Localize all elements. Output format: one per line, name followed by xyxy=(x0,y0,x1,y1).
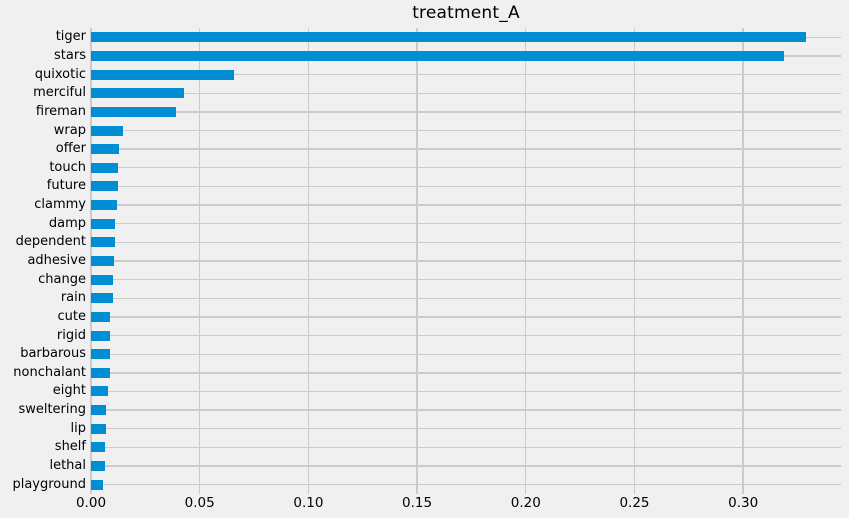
y-tick-label-future: future xyxy=(46,178,86,194)
bar-stars xyxy=(91,50,785,61)
bar-dependent xyxy=(91,237,115,248)
y-gridline xyxy=(91,465,841,467)
bar-change xyxy=(91,274,114,285)
y-gridline xyxy=(91,241,841,244)
y-tick-label-eight: eight xyxy=(52,383,86,399)
y-gridline xyxy=(91,185,841,188)
x-tick-label-0.00: 0.00 xyxy=(75,495,107,511)
y-gridline xyxy=(91,446,841,449)
bar-lip xyxy=(91,423,107,434)
y-gridline xyxy=(91,409,841,411)
x-axis-tick-labels: 0.00 0.05 0.10 0.15 0.20 0.25 0.30 xyxy=(76,495,841,513)
y-tick-label-wrap: wrap xyxy=(53,122,86,138)
x-tick-label-0.25: 0.25 xyxy=(619,495,650,511)
x-tick-label-0.15: 0.15 xyxy=(402,495,433,511)
y-tick-label-dependent: dependent xyxy=(15,234,86,250)
bar-damp xyxy=(91,218,116,229)
y-tick-label-rain: rain xyxy=(60,290,86,306)
y-tick-label-adhesive: adhesive xyxy=(27,253,86,268)
x-tick-label-0.30: 0.30 xyxy=(728,495,759,511)
y-gridline xyxy=(91,428,841,430)
bar-shelf xyxy=(91,442,106,453)
y-gridline xyxy=(91,204,841,206)
y-tick-label-cute: cute xyxy=(57,308,86,324)
bar-merciful xyxy=(91,88,185,99)
y-tick-label-change: change xyxy=(38,271,86,287)
y-gridline xyxy=(91,260,841,262)
y-gridline xyxy=(91,92,841,94)
y-tick-label-merciful: merciful xyxy=(33,85,86,101)
bar-clammy xyxy=(91,200,117,211)
bar-playground xyxy=(91,479,103,490)
y-tick-label-nonchalant: nonchalant xyxy=(13,364,86,380)
bar-adhesive xyxy=(91,256,115,266)
y-gridline xyxy=(91,148,841,150)
bar-barbarous xyxy=(91,349,110,360)
y-gridline xyxy=(91,297,841,299)
y-gridline xyxy=(91,316,841,318)
y-gridline xyxy=(91,334,841,337)
y-tick-label-fireman: fireman xyxy=(35,103,86,119)
y-gridline xyxy=(91,353,841,355)
y-tick-label-barbarous: barbarous xyxy=(20,346,86,362)
plot-area xyxy=(90,28,841,494)
x-tick-label-0.20: 0.20 xyxy=(510,495,541,511)
y-tick-label-damp: damp xyxy=(48,215,86,231)
bar-touch xyxy=(91,162,118,173)
bar-tiger xyxy=(91,32,807,43)
y-tick-label-quixotic: quixotic xyxy=(34,66,86,82)
y-tick-label-clammy: clammy xyxy=(34,197,86,213)
y-tick-label-rigid: rigid xyxy=(56,327,86,343)
x-tick-label-0.10: 0.10 xyxy=(293,495,324,511)
bar-quixotic xyxy=(91,69,235,80)
y-gridline xyxy=(91,111,841,113)
bar-lethal xyxy=(91,461,105,472)
y-gridline xyxy=(91,483,841,486)
y-tick-label-stars: stars xyxy=(54,47,86,63)
bar-rigid xyxy=(91,330,110,341)
bar-rain xyxy=(91,293,113,304)
bar-cute xyxy=(91,311,111,322)
y-tick-label-offer: offer xyxy=(55,141,86,157)
y-tick-label-touch: touch xyxy=(49,159,86,175)
bar-offer xyxy=(91,144,119,155)
y-gridline xyxy=(91,390,841,393)
y-tick-label-playground: playground xyxy=(12,476,86,492)
y-gridline xyxy=(91,73,841,76)
y-gridline xyxy=(91,223,841,225)
bar-eight xyxy=(91,386,108,397)
y-gridline xyxy=(91,129,841,132)
y-tick-label-tiger: tiger xyxy=(55,29,86,45)
y-tick-label-shelf: shelf xyxy=(54,439,86,455)
y-axis-tick-labels: tiger stars quixotic merciful fireman wrap off… xyxy=(0,28,86,494)
y-gridline xyxy=(91,167,841,169)
bar-fireman xyxy=(91,106,176,117)
y-tick-label-sweltering: sweltering xyxy=(18,402,86,418)
y-tick-label-lip: lip xyxy=(70,420,86,436)
chart-title: treatment_A xyxy=(412,3,520,23)
y-gridline xyxy=(91,278,841,281)
y-tick-label-lethal: lethal xyxy=(49,458,86,474)
bar-nonchalant xyxy=(91,367,110,378)
y-gridline xyxy=(91,372,841,374)
bar-future xyxy=(91,181,118,192)
bar-wrap xyxy=(91,125,123,136)
bar-sweltering xyxy=(91,405,107,416)
x-tick-label-0.05: 0.05 xyxy=(184,495,215,511)
